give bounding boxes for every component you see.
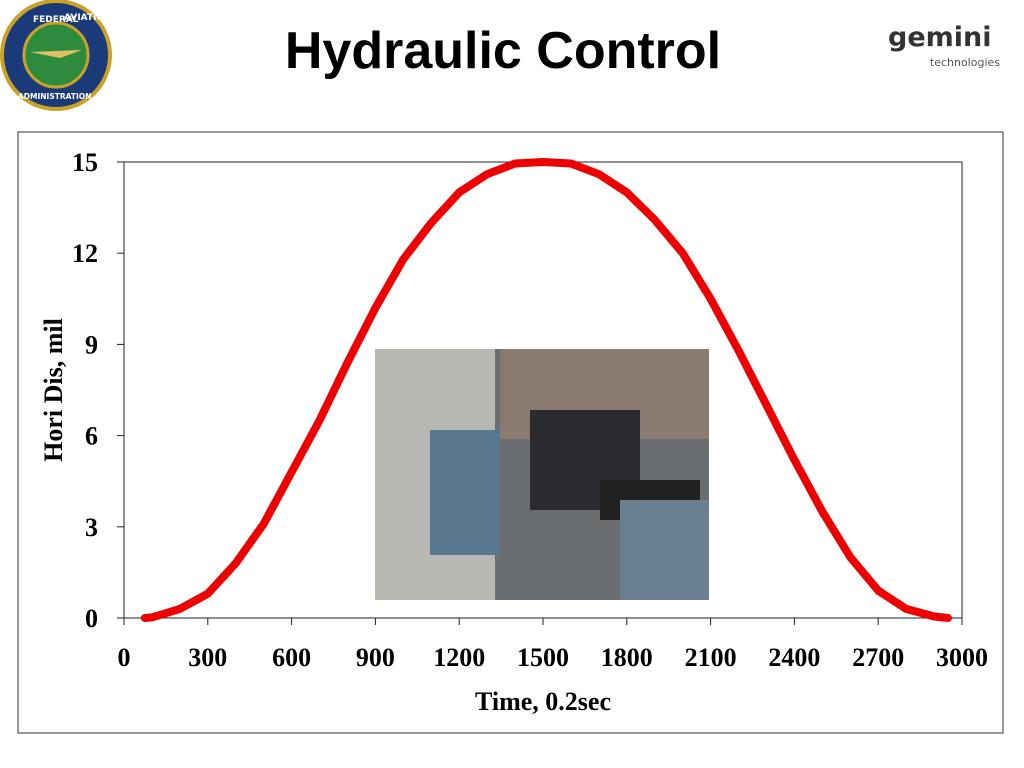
logo-text: ADMINISTRATION: [18, 92, 91, 101]
x-tick-label: 600: [272, 643, 311, 672]
y-tick-label: 15: [72, 148, 98, 177]
logo-text: technologies: [930, 56, 1000, 69]
x-tick-label: 0: [118, 643, 131, 672]
x-tick-label: 2100: [685, 643, 737, 672]
logo-text: AVIATION: [64, 13, 112, 23]
x-tick-label: 3000: [936, 643, 988, 672]
gemini-logo: gemini technologies: [888, 22, 1000, 69]
logo-text: FEDERAL: [33, 15, 79, 25]
photo: [375, 349, 709, 600]
x-axis-label: Time, 0.2sec: [475, 687, 611, 716]
slide-title: Hydraulic Control: [285, 22, 721, 80]
faa-logo: FEDERAL AVIATION ADMINISTRATION: [0, 0, 112, 111]
x-tick-label: 300: [188, 643, 227, 672]
y-tick-label: 0: [85, 604, 98, 633]
y-axis-label: Hori Dis, mil: [39, 318, 68, 462]
y-tick-label: 6: [85, 422, 98, 451]
plot: 0 3 6 9 12 15 0 300 600 900 1200 1500 1800 2100 2400 27…: [72, 148, 988, 672]
y-tick-label: 12: [72, 239, 98, 268]
x-tick-label: 1500: [517, 643, 569, 672]
y-tick-label: 3: [85, 513, 98, 542]
x-tick-label: 2700: [852, 643, 904, 672]
x-tick-label: 2400: [768, 643, 820, 672]
x-tick-label: 1800: [601, 643, 653, 672]
x-tick-label: 1200: [433, 643, 485, 672]
logo-text: gemini: [888, 22, 992, 53]
data-line: [140, 158, 952, 622]
y-tick-label: 9: [85, 330, 98, 359]
x-tick-label: 900: [356, 643, 395, 672]
